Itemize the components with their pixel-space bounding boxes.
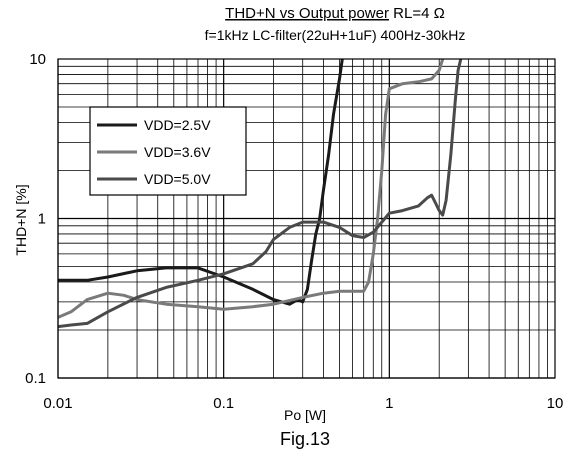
legend-label-1: VDD=2.5V xyxy=(144,117,211,133)
chart-title-rest: RL=4 Ω xyxy=(389,5,445,22)
series-lines xyxy=(58,59,463,329)
series-line-3 xyxy=(58,59,463,329)
y-axis-label: THD+N [%] xyxy=(13,184,29,255)
figure-caption: Fig.13 xyxy=(280,429,330,449)
series-line-2 xyxy=(58,59,445,319)
x-tick-label: 0.1 xyxy=(213,395,234,412)
x-axis-label: Po [W] xyxy=(284,407,326,423)
y-tick-label: 1 xyxy=(38,211,46,228)
plot-frame xyxy=(57,58,556,379)
legend: VDD=2.5V VDD=3.6V VDD=5.0V xyxy=(89,106,247,196)
y-tick-label: 0.1 xyxy=(25,370,46,387)
chart-subtitle: f=1kHz LC-filter(22uH+1uF) 400Hz-30kHz xyxy=(205,27,466,43)
x-tick-label: 10 xyxy=(547,395,564,412)
x-tick-labels: 0.01 0.1 1 10 xyxy=(43,395,563,412)
y-tick-label: 10 xyxy=(29,51,46,68)
x-tick-label: 1 xyxy=(385,395,393,412)
chart-title: THD+N vs Output power RL=4 Ω xyxy=(225,5,445,22)
legend-label-3: VDD=5.0V xyxy=(144,171,211,187)
y-tick-labels: 0.1 1 10 xyxy=(25,51,46,387)
legend-label-2: VDD=3.6V xyxy=(144,144,211,160)
chart-title-underlined: THD+N vs Output power xyxy=(225,5,389,22)
x-tick-label: 0.01 xyxy=(43,395,72,412)
